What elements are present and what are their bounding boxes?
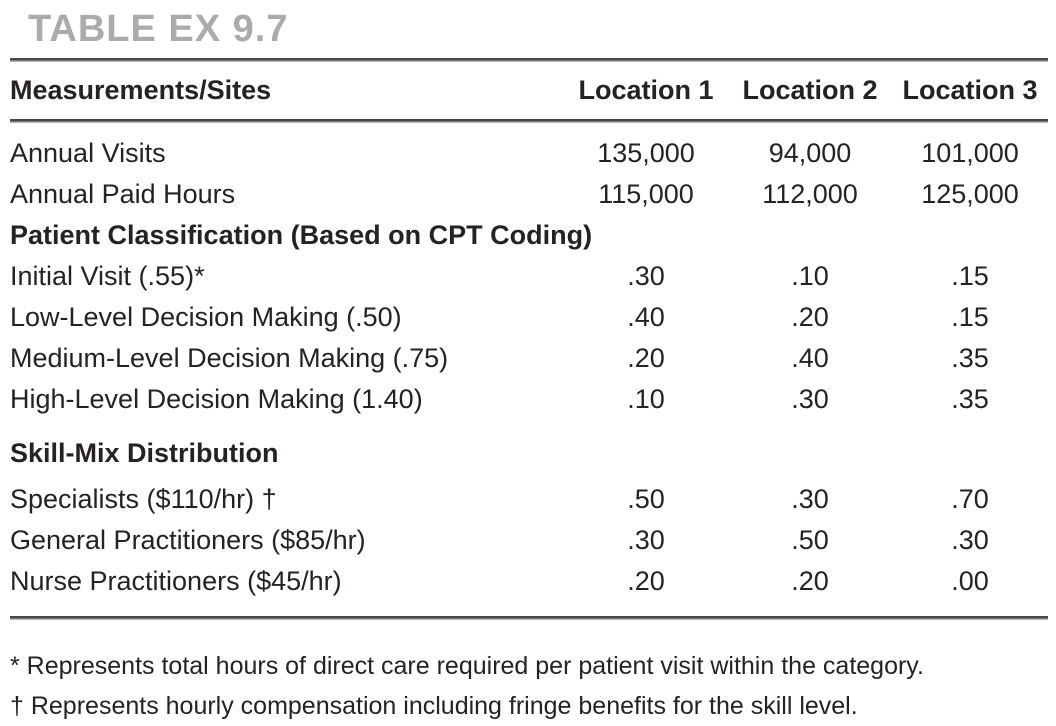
cell-value: .30 xyxy=(791,484,829,514)
cell-value: .00 xyxy=(951,566,989,596)
top-rule xyxy=(10,58,1048,62)
cell-value: .15 xyxy=(951,261,989,291)
row-label: Nurse Practitioners ($45/hr) xyxy=(10,566,342,596)
table-row-high-level-decision-making: High-Level Decision Making (1.40) .10 .3… xyxy=(10,379,1048,420)
table-row-medium-level-decision-making: Medium-Level Decision Making (.75) .20 .… xyxy=(10,338,1048,379)
cell-value: .30 xyxy=(627,525,665,555)
column-header-location-2: Location 2 xyxy=(742,75,878,105)
cell-value: .20 xyxy=(627,566,665,596)
cell-value: .15 xyxy=(951,302,989,332)
cell-value: .20 xyxy=(791,566,829,596)
table-body: Annual Visits 135,000 94,000 101,000 Ann… xyxy=(10,123,1048,616)
row-label: Initial Visit (.55)* xyxy=(10,261,205,291)
section-header: Skill-Mix Distribution xyxy=(10,438,279,468)
table-header-row: Measurements/Sites Location 1 Location 2… xyxy=(10,62,1048,119)
cell-value: .35 xyxy=(951,384,989,414)
table-row-annual-paid-hours: Annual Paid Hours 115,000 112,000 125,00… xyxy=(10,174,1048,215)
section-row-patient-classification: Patient Classification (Based on CPT Cod… xyxy=(10,215,1048,256)
cell-value: 125,000 xyxy=(921,179,1019,209)
cell-value: .70 xyxy=(951,484,989,514)
section-header: Patient Classification (Based on CPT Cod… xyxy=(10,220,593,250)
cell-value: .40 xyxy=(791,343,829,373)
column-header-location-1: Location 1 xyxy=(578,75,714,105)
cell-value: .20 xyxy=(791,302,829,332)
cell-value: .35 xyxy=(951,343,989,373)
table-row-low-level-decision-making: Low-Level Decision Making (.50) .40 .20 … xyxy=(10,297,1048,338)
cell-value: .50 xyxy=(627,484,665,514)
cell-value: .20 xyxy=(627,343,665,373)
row-label: Annual Paid Hours xyxy=(10,179,236,209)
table-row-specialists: Specialists ($110/hr) † .50 .30 .70 xyxy=(10,479,1048,520)
row-label: Medium-Level Decision Making (.75) xyxy=(10,343,449,373)
section-row-skill-mix-distribution: Skill-Mix Distribution xyxy=(10,420,1048,479)
footnote-asterisk: * Represents total hours of direct care … xyxy=(10,652,924,680)
cell-value: .10 xyxy=(627,384,665,414)
cell-value: .50 xyxy=(791,525,829,555)
row-label: Low-Level Decision Making (.50) xyxy=(10,302,402,332)
cell-value: .30 xyxy=(627,261,665,291)
row-label: Annual Visits xyxy=(10,138,166,168)
cell-value: .30 xyxy=(951,525,989,555)
header-rule xyxy=(10,119,1048,123)
row-label: General Practitioners ($85/hr) xyxy=(10,525,366,555)
column-header-location-3: Location 3 xyxy=(902,75,1038,105)
cell-value: .40 xyxy=(627,302,665,332)
footnotes: * Represents total hours of direct care … xyxy=(10,646,1048,726)
table-row-initial-visit: Initial Visit (.55)* .30 .10 .15 xyxy=(10,256,1048,297)
cell-value: 115,000 xyxy=(598,179,694,209)
table-row-nurse-practitioners: Nurse Practitioners ($45/hr) .20 .20 .00 xyxy=(10,561,1048,602)
cell-value: .30 xyxy=(791,384,829,414)
bottom-rule xyxy=(10,616,1048,620)
column-header-measurements-sites: Measurements/Sites xyxy=(10,75,272,105)
table-row-general-practitioners: General Practitioners ($85/hr) .30 .50 .… xyxy=(10,520,1048,561)
footnote-dagger: † Represents hourly compensation includi… xyxy=(10,692,858,720)
row-label: Specialists ($110/hr) † xyxy=(10,484,277,514)
cell-value: 112,000 xyxy=(762,179,858,209)
cell-value: .10 xyxy=(791,261,829,291)
row-label: High-Level Decision Making (1.40) xyxy=(10,384,423,414)
table-row-annual-visits: Annual Visits 135,000 94,000 101,000 xyxy=(10,133,1048,174)
cell-value: 94,000 xyxy=(768,138,852,168)
cell-value: 101,000 xyxy=(921,138,1019,168)
cell-value: 135,000 xyxy=(597,138,695,168)
table-title: TABLE EX 9.7 xyxy=(28,8,289,50)
